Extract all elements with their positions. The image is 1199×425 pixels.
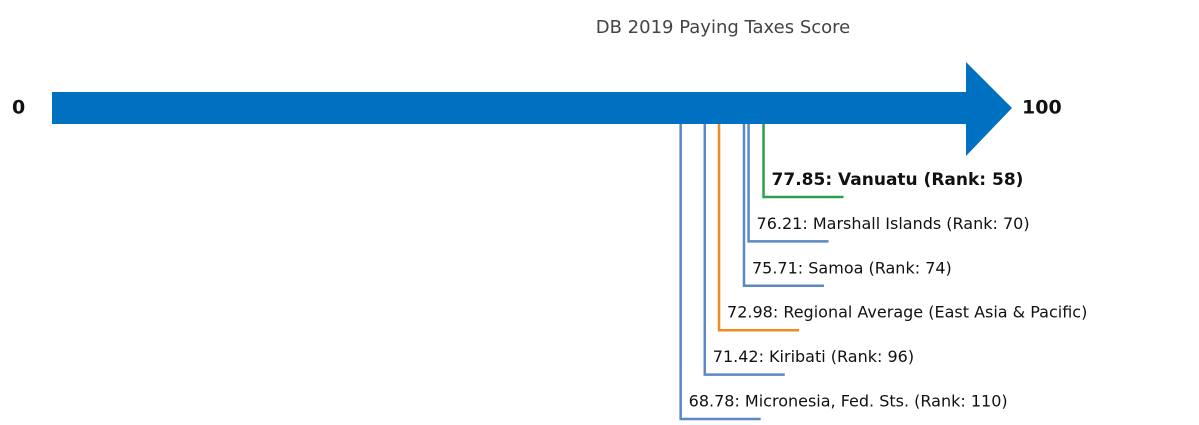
marker-line: [742, 124, 824, 288]
value-label: 71.42: Kiribati (Rank: 96): [713, 347, 914, 366]
x-tick-label: 100: [1022, 97, 1062, 119]
marker-line: [762, 124, 844, 199]
value-label: 76.21: Marshall Islands (Rank: 70): [757, 214, 1030, 233]
value-label: 75.71: Samoa (Rank: 74): [752, 258, 952, 277]
marker-line: [747, 124, 829, 243]
value-label: 68.78: Micronesia, Fed. Sts. (Rank: 110): [689, 392, 1008, 411]
value-label: 77.85: Vanuatu (Rank: 58): [772, 170, 1024, 190]
chart-title: DB 2019 Paying Taxes Score: [596, 17, 850, 38]
value-label: 72.98: Regional Average (East Asia & Pac…: [727, 303, 1087, 322]
axis-arrow: [52, 62, 1012, 156]
marker-line: [717, 124, 800, 332]
marker-line: [703, 124, 785, 376]
x-tick-label: 0: [12, 97, 25, 119]
marker-line: [679, 124, 761, 421]
